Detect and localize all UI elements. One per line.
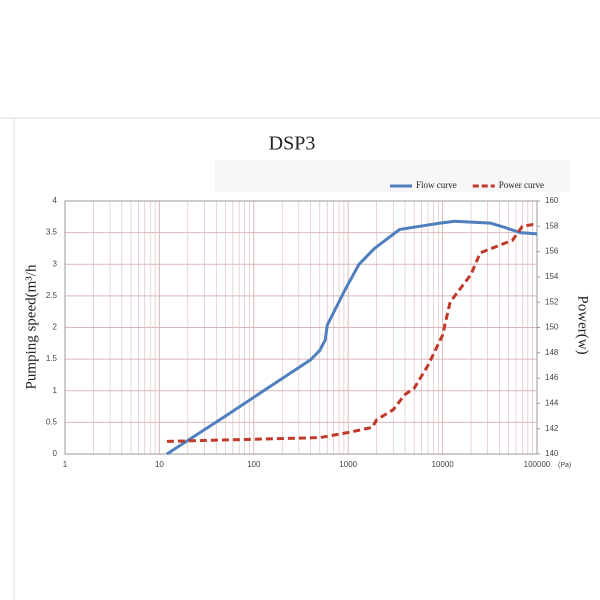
x-tick-label: 100000 bbox=[524, 460, 551, 469]
legend-label: Flow curve bbox=[416, 180, 457, 190]
y2-tick-label: 148 bbox=[545, 348, 559, 357]
x-tick-label: 100 bbox=[247, 460, 261, 469]
y-tick-label: 1 bbox=[53, 386, 58, 395]
x-tick-label: 10000 bbox=[431, 460, 454, 469]
x-tick-label: 1000 bbox=[339, 460, 357, 469]
x-tick-label: 10 bbox=[155, 460, 164, 469]
y-tick-label: 4 bbox=[53, 196, 58, 205]
y2-tick-label: 156 bbox=[545, 247, 559, 256]
legend-label: Power curve bbox=[499, 180, 544, 190]
y2-axis-label: Power(w) bbox=[575, 295, 591, 354]
y2-tick-label: 152 bbox=[545, 297, 559, 306]
y-tick-label: 0 bbox=[53, 449, 58, 458]
y-tick-label: 2.5 bbox=[46, 291, 58, 300]
y2-tick-label: 158 bbox=[545, 221, 559, 230]
x-unit: (Pa) bbox=[558, 462, 571, 469]
y2-tick-label: 142 bbox=[545, 424, 559, 433]
y-axis-label: Pumping speed(m³/h bbox=[23, 264, 39, 389]
series-line bbox=[166, 222, 538, 443]
y-tick-label: 3.5 bbox=[46, 228, 58, 237]
y-tick-label: 0.5 bbox=[46, 417, 58, 426]
series-line bbox=[166, 219, 538, 456]
y2-tick-label: 160 bbox=[545, 196, 559, 205]
y-tick-label: 2 bbox=[53, 323, 58, 332]
plot-frame bbox=[64, 200, 538, 455]
y2-tick-label: 146 bbox=[545, 373, 559, 382]
y2-tick-label: 140 bbox=[545, 449, 559, 458]
x-tick-label: 1 bbox=[63, 460, 68, 469]
y2-tick-label: 150 bbox=[545, 323, 559, 332]
y2-tick-label: 144 bbox=[545, 399, 559, 408]
chart-title: DSP3 bbox=[269, 133, 316, 155]
y-tick-label: 3 bbox=[53, 259, 58, 268]
y2-tick-label: 154 bbox=[545, 272, 559, 281]
y-tick-label: 1.5 bbox=[46, 354, 58, 363]
